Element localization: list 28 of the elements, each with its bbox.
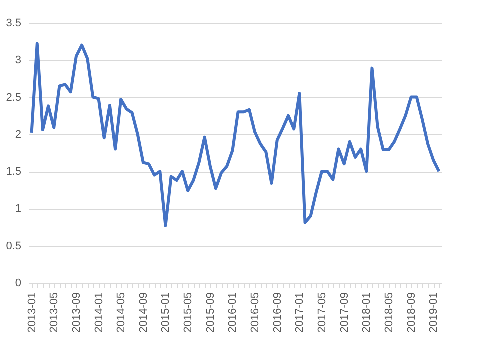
x-tick-label: 2013-01 (26, 292, 38, 333)
y-tick-label: 3 (15, 54, 22, 67)
x-tick-label: 2017-09 (338, 292, 351, 333)
line-series (30, 42, 441, 228)
x-tick-label: 2018-05 (383, 292, 396, 333)
x-tick-label: 2015-01 (160, 292, 172, 333)
x-tick-label: 2015-09 (204, 292, 217, 333)
y-tick-label: 2 (15, 128, 22, 141)
x-tick-label: 2013-09 (70, 292, 83, 333)
y-tick-label: 1.5 (6, 166, 22, 178)
x-tick-label: 2016-09 (272, 292, 284, 333)
x-tick-label: 2017-01 (294, 292, 306, 333)
x-tick-label: 2014-05 (116, 292, 128, 333)
x-tick-label: 2014-09 (138, 292, 150, 333)
x-tick-label: 2016-05 (250, 292, 262, 333)
x-tick-label: 2019-01 (428, 292, 440, 333)
x-tick-label: 2013-05 (48, 292, 61, 333)
x-tick-label: 2017-05 (316, 292, 329, 333)
x-tick-label: 2018-01 (361, 292, 374, 333)
y-tick-label: 2.5 (6, 92, 22, 104)
x-tick-label: 2018-09 (406, 292, 418, 333)
x-tick-label: 2016-01 (227, 292, 240, 333)
x-tick-label: 2015-05 (182, 292, 195, 333)
y-tick-label: 1 (15, 203, 22, 216)
y-tick-label: 0.5 (6, 240, 22, 252)
y-tick-label: 0 (15, 278, 22, 290)
x-tick-label: 2014-01 (93, 292, 106, 333)
y-tick-label: 3.5 (6, 18, 22, 30)
